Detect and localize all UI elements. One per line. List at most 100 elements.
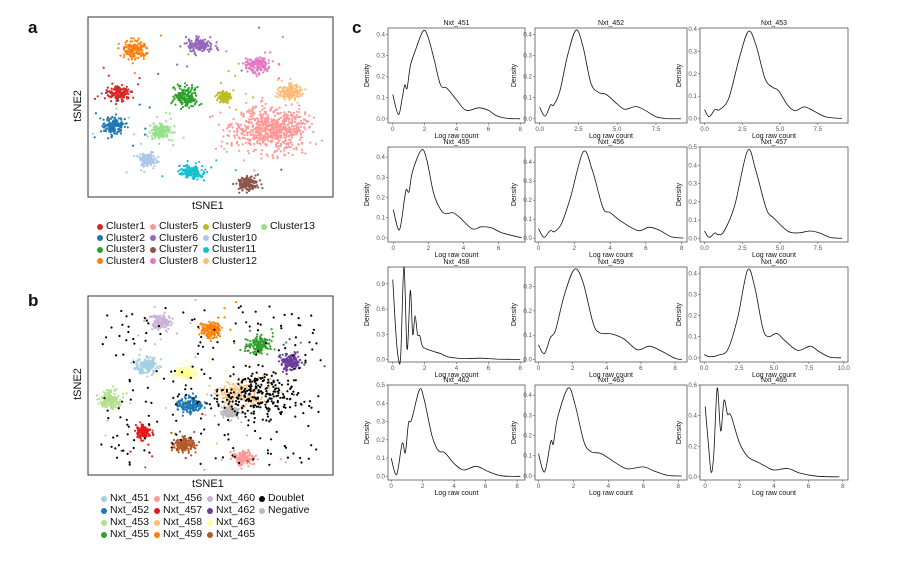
point xyxy=(286,114,289,117)
point xyxy=(206,324,209,327)
point xyxy=(98,397,101,401)
point xyxy=(145,363,148,366)
point xyxy=(241,143,244,146)
point xyxy=(152,122,155,125)
point xyxy=(133,133,136,136)
point xyxy=(268,305,271,308)
point xyxy=(252,412,255,415)
point xyxy=(213,331,216,334)
point xyxy=(203,468,206,471)
point xyxy=(251,117,254,120)
point xyxy=(180,368,183,371)
point xyxy=(298,111,301,114)
point xyxy=(249,58,252,61)
point xyxy=(114,403,117,406)
point xyxy=(204,168,207,171)
point xyxy=(192,105,195,108)
point xyxy=(191,392,194,395)
point xyxy=(256,65,259,68)
point xyxy=(116,434,119,437)
point xyxy=(146,386,149,389)
point xyxy=(264,345,267,348)
point xyxy=(229,375,232,378)
point xyxy=(254,72,258,75)
point xyxy=(181,106,184,109)
point xyxy=(248,185,251,188)
point xyxy=(153,157,157,160)
point xyxy=(186,176,189,179)
point xyxy=(274,95,277,98)
point xyxy=(222,135,225,138)
point xyxy=(184,82,187,85)
point xyxy=(230,388,233,391)
point xyxy=(111,82,114,85)
point xyxy=(284,140,287,143)
point xyxy=(131,40,134,43)
point xyxy=(130,90,134,94)
point xyxy=(210,321,213,324)
point xyxy=(279,86,282,89)
point xyxy=(103,403,106,406)
point xyxy=(136,435,139,438)
point xyxy=(214,147,218,150)
point xyxy=(138,371,141,374)
point xyxy=(254,62,257,65)
point xyxy=(292,125,295,128)
point xyxy=(300,94,303,97)
point xyxy=(189,404,192,408)
point xyxy=(158,142,161,145)
point xyxy=(203,406,206,409)
point xyxy=(214,44,217,47)
point xyxy=(185,84,189,87)
point xyxy=(147,432,150,436)
point xyxy=(145,164,148,167)
point xyxy=(177,449,180,452)
point xyxy=(134,429,137,432)
point xyxy=(189,436,192,439)
point xyxy=(280,116,283,119)
point xyxy=(300,141,303,144)
point xyxy=(301,131,305,134)
point xyxy=(194,406,198,409)
point xyxy=(178,370,182,373)
point xyxy=(289,397,292,400)
point xyxy=(201,165,204,168)
point xyxy=(128,461,131,464)
point xyxy=(124,46,127,49)
point xyxy=(242,453,245,456)
point xyxy=(239,457,242,460)
point xyxy=(168,138,171,141)
point xyxy=(189,401,192,404)
point xyxy=(176,375,179,378)
point xyxy=(141,159,144,162)
point xyxy=(190,454,193,457)
point xyxy=(206,170,209,174)
point xyxy=(245,101,248,104)
point xyxy=(225,150,228,153)
point xyxy=(152,364,155,367)
point xyxy=(236,131,239,134)
point xyxy=(292,130,296,133)
point xyxy=(292,147,295,150)
point xyxy=(223,307,226,310)
point xyxy=(239,184,242,187)
point xyxy=(103,405,106,408)
point xyxy=(202,170,205,173)
point xyxy=(197,175,200,178)
point xyxy=(154,324,157,327)
point xyxy=(122,96,125,99)
point xyxy=(238,191,241,194)
point xyxy=(184,90,187,93)
point xyxy=(276,88,280,91)
point xyxy=(213,336,216,339)
point xyxy=(256,68,260,71)
point xyxy=(206,48,209,51)
point xyxy=(250,113,253,116)
point xyxy=(286,93,289,96)
point xyxy=(181,414,184,417)
point xyxy=(110,136,113,139)
point xyxy=(247,179,250,182)
point xyxy=(263,65,266,68)
point xyxy=(264,395,267,398)
point xyxy=(294,379,297,382)
